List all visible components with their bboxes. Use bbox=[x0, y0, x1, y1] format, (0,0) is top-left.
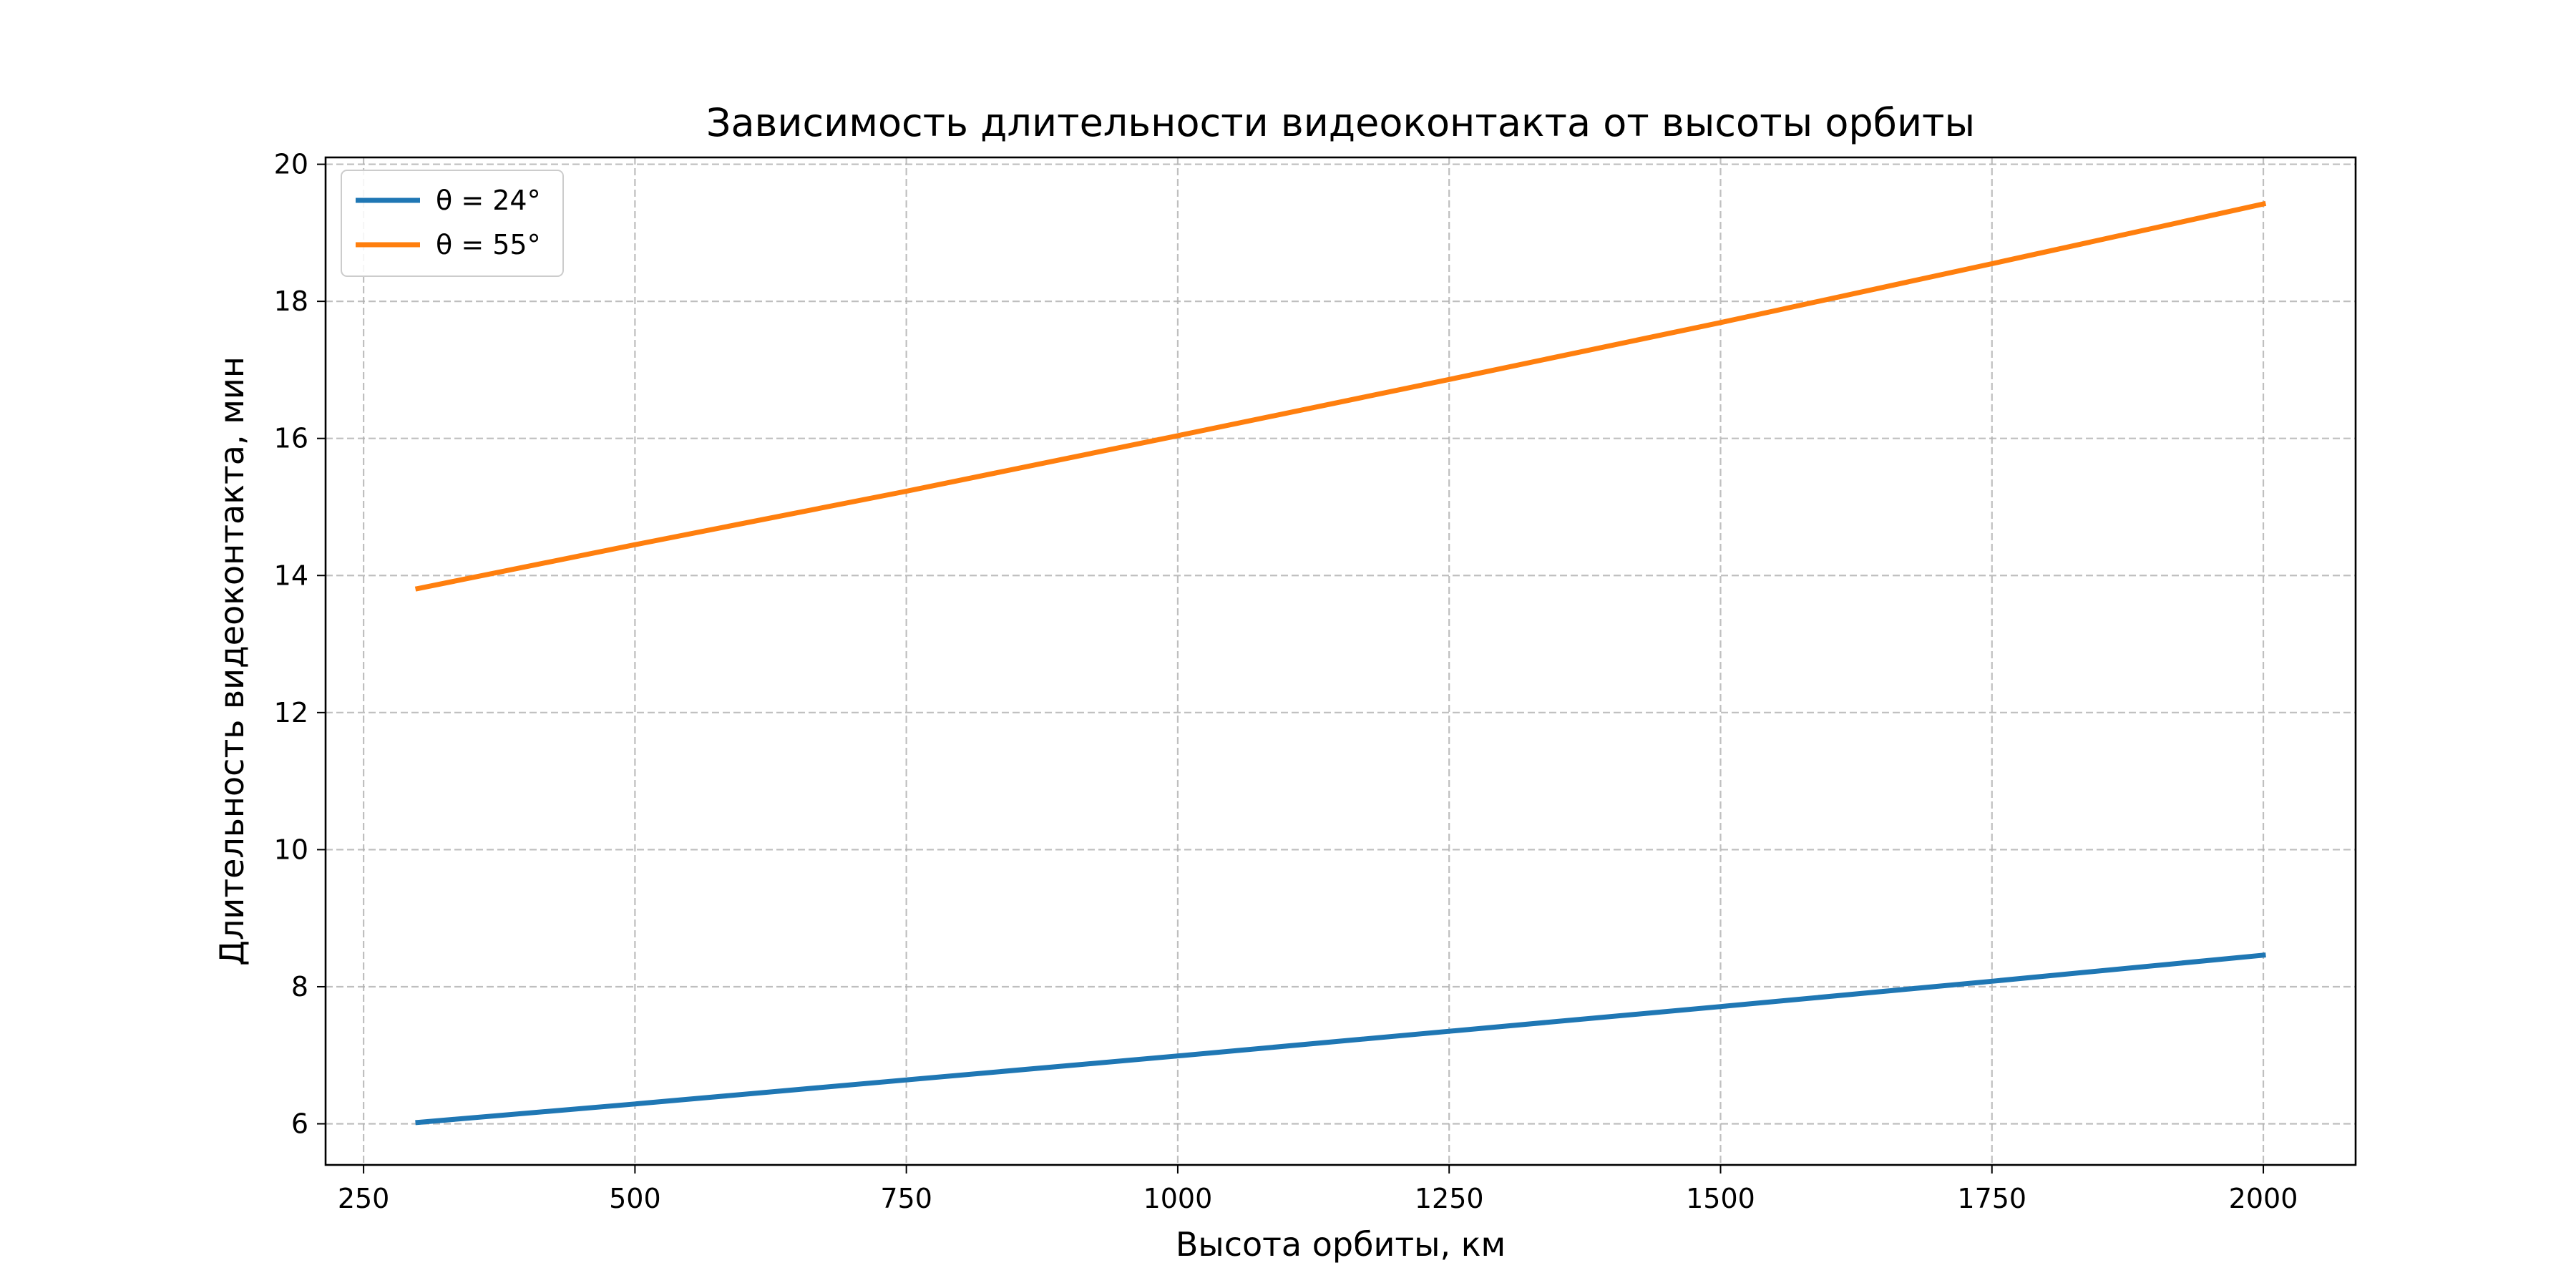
axis-ticks: 250 500 750 1000 1250 1500 1750 2000 6 8 10 12 14 16 1… bbox=[274, 149, 2298, 1214]
plot-frame bbox=[324, 156, 2357, 1166]
x-tick-label: 250 bbox=[338, 1183, 390, 1214]
x-tick-label: 1750 bbox=[1957, 1183, 2026, 1214]
x-tick-label: 750 bbox=[880, 1183, 932, 1214]
x-tick-label: 1000 bbox=[1143, 1183, 1213, 1214]
x-tick-label: 500 bbox=[609, 1183, 661, 1214]
series-line-2 bbox=[414, 200, 2267, 592]
x-tick-label: 2000 bbox=[2229, 1183, 2298, 1214]
legend-label-2: θ = 55° bbox=[436, 229, 541, 260]
y-tick-label: 14 bbox=[274, 560, 308, 591]
series-lines bbox=[414, 200, 2267, 1126]
x-tick-label: 1250 bbox=[1415, 1183, 1484, 1214]
x-tick-label: 1500 bbox=[1686, 1183, 1755, 1214]
y-tick-label: 12 bbox=[274, 697, 308, 728]
legend-label-1: θ = 24° bbox=[436, 185, 541, 216]
y-tick-label: 10 bbox=[274, 834, 308, 865]
y-tick-label: 16 bbox=[274, 423, 308, 454]
legend: θ = 24° θ = 55° bbox=[341, 170, 564, 277]
chart-title: Зависимость длительности видеоконтакта о… bbox=[706, 100, 1975, 145]
y-axis-label: Длительность видеоконтакта, мин bbox=[213, 356, 251, 966]
legend-box bbox=[341, 170, 564, 277]
y-tick-label: 8 bbox=[291, 971, 308, 1002]
grid bbox=[326, 157, 2356, 1165]
series-line-1 bbox=[415, 952, 2266, 1126]
y-tick-label: 20 bbox=[274, 149, 308, 180]
x-axis-label: Высота орбиты, км bbox=[1176, 1225, 1506, 1264]
y-tick-label: 18 bbox=[274, 286, 308, 317]
y-tick-label: 6 bbox=[291, 1108, 308, 1140]
